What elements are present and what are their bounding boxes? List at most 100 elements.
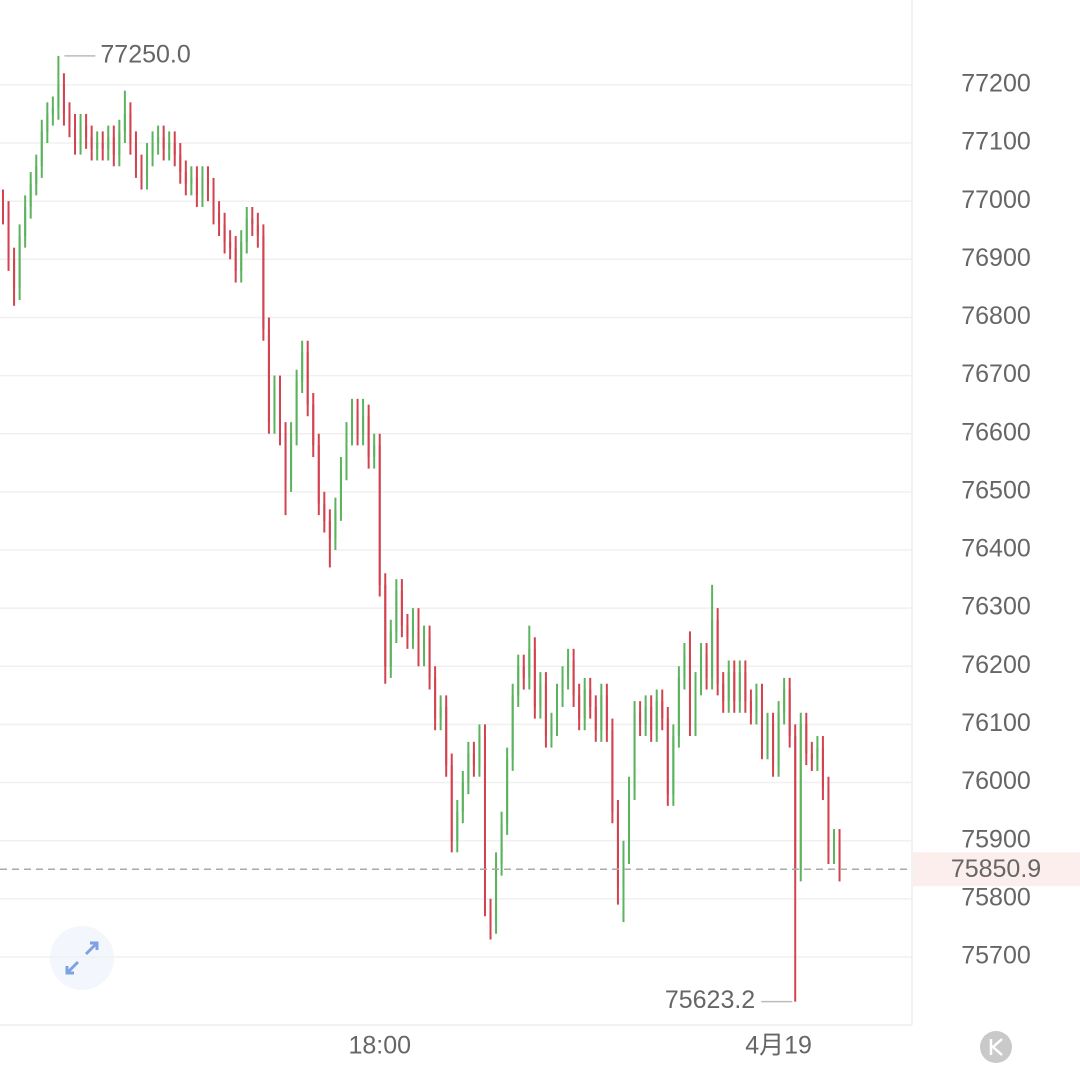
candle-body bbox=[456, 811, 459, 841]
candle-body bbox=[290, 433, 293, 481]
candle-body bbox=[123, 113, 126, 132]
candle-body bbox=[716, 619, 719, 684]
candle-body bbox=[794, 736, 797, 870]
candle-body bbox=[522, 666, 525, 678]
candle-body bbox=[755, 695, 758, 713]
candle-body bbox=[677, 677, 680, 737]
candle-body bbox=[229, 241, 232, 248]
candle-body bbox=[445, 706, 448, 766]
candle-body bbox=[101, 143, 104, 149]
kline-bg bbox=[980, 1031, 1012, 1063]
candle-body bbox=[417, 619, 420, 655]
candle-body bbox=[146, 154, 149, 178]
candle-body bbox=[384, 584, 387, 667]
candle-body bbox=[157, 137, 160, 144]
candle-body bbox=[594, 706, 597, 731]
y-tick-label: 76100 bbox=[961, 709, 1031, 737]
candle-body bbox=[528, 648, 531, 678]
candle-body bbox=[279, 387, 281, 434]
candle-body bbox=[118, 131, 121, 155]
candle-body bbox=[317, 445, 320, 504]
candle-body bbox=[733, 672, 736, 702]
candle-body bbox=[650, 706, 653, 731]
candle-body bbox=[655, 701, 658, 731]
candle-body bbox=[129, 113, 132, 144]
candle-body bbox=[428, 637, 431, 678]
candle-body bbox=[74, 125, 77, 144]
y-tick-label: 76800 bbox=[961, 302, 1031, 330]
candle-body bbox=[312, 404, 315, 446]
candle-body bbox=[583, 689, 586, 719]
candle-body bbox=[406, 625, 409, 638]
candle-body bbox=[339, 468, 342, 510]
candle-body bbox=[212, 189, 215, 213]
candle-body bbox=[766, 724, 769, 748]
candle-body bbox=[306, 352, 309, 405]
candle-body bbox=[356, 410, 359, 434]
candle-body bbox=[362, 416, 365, 434]
candle-body bbox=[561, 677, 564, 696]
candle-body bbox=[749, 701, 752, 713]
candle-body bbox=[7, 212, 10, 260]
candle-body bbox=[450, 765, 453, 841]
candle-body bbox=[373, 445, 376, 457]
candle-body bbox=[578, 695, 581, 719]
candle-body bbox=[688, 654, 691, 725]
candle-body bbox=[173, 143, 176, 155]
candle-body bbox=[351, 410, 354, 434]
candle-body bbox=[788, 689, 791, 737]
candle-body bbox=[605, 695, 608, 731]
candle-body bbox=[395, 590, 398, 632]
y-tick-label: 76500 bbox=[961, 476, 1031, 504]
candle-body bbox=[245, 218, 248, 242]
candle-body bbox=[572, 660, 575, 696]
candle-body bbox=[251, 218, 254, 225]
candle-body bbox=[223, 224, 226, 242]
kline-button[interactable] bbox=[980, 1031, 1012, 1063]
candle-body bbox=[705, 654, 708, 678]
candle-body bbox=[162, 137, 165, 149]
candle-body bbox=[68, 113, 71, 126]
candle-body bbox=[517, 666, 520, 696]
candle-body bbox=[367, 416, 370, 457]
candle-body bbox=[611, 730, 614, 812]
candle-body bbox=[334, 509, 337, 539]
candle-body bbox=[90, 137, 93, 149]
expand-bg bbox=[50, 926, 114, 990]
candle-body bbox=[284, 433, 287, 481]
y-tick-label: 76900 bbox=[961, 244, 1031, 272]
candle-body bbox=[838, 840, 841, 870]
candle-body bbox=[168, 143, 171, 149]
candle-body bbox=[556, 695, 558, 725]
candle-body bbox=[744, 672, 747, 702]
candle-body bbox=[267, 329, 270, 423]
candle-body bbox=[439, 706, 442, 719]
candle-body bbox=[833, 840, 835, 853]
y-tick-label: 76300 bbox=[961, 593, 1031, 621]
candle-body bbox=[777, 712, 780, 766]
candle-body bbox=[711, 619, 714, 678]
candle-body bbox=[328, 520, 331, 539]
candle-body bbox=[262, 236, 265, 330]
y-tick-label: 76400 bbox=[961, 535, 1031, 563]
candle-body bbox=[544, 683, 547, 737]
candle-body bbox=[805, 724, 808, 754]
candle-body bbox=[666, 718, 669, 795]
candle-body bbox=[483, 736, 486, 911]
candle-body bbox=[816, 747, 819, 760]
candle-body bbox=[378, 445, 381, 585]
candle-body bbox=[140, 166, 143, 178]
candle-body bbox=[35, 166, 38, 184]
kline-icon bbox=[989, 1038, 1003, 1056]
candle-body bbox=[179, 154, 182, 173]
y-tick-label: 76200 bbox=[961, 651, 1031, 679]
candle-body bbox=[62, 84, 65, 114]
candle-body bbox=[411, 619, 414, 638]
candle-body bbox=[727, 672, 730, 702]
y-tick-label: 76700 bbox=[961, 360, 1031, 388]
candle-body bbox=[500, 823, 503, 864]
candle-body bbox=[96, 143, 99, 149]
expand-button[interactable] bbox=[50, 926, 114, 990]
candle-body bbox=[827, 788, 830, 853]
